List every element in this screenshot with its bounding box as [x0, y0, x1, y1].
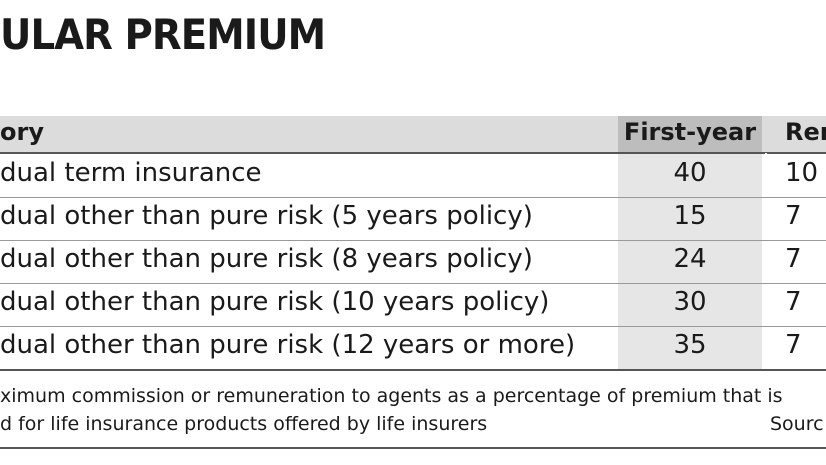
rule	[0, 447, 826, 449]
table-cell: 7	[785, 287, 802, 317]
column-highlight	[618, 153, 762, 370]
column-header: ory	[0, 118, 44, 146]
row-rule	[0, 326, 826, 327]
column-header: Ren	[785, 118, 826, 146]
footnote: d for life insurance products offered by…	[0, 413, 488, 435]
table-cell: 7	[785, 330, 802, 360]
footnote: ximum commission or remuneration to agen…	[0, 385, 783, 407]
header-highlight	[618, 116, 762, 152]
gutter	[765, 153, 767, 370]
rule	[0, 152, 826, 154]
row-rule	[0, 283, 826, 284]
rule	[0, 369, 826, 371]
row-rule	[0, 197, 826, 198]
table-cell: dual other than pure risk (8 years polic…	[0, 244, 533, 274]
table-cell: dual term insurance	[0, 158, 262, 188]
title: ULAR PREMIUM	[0, 10, 326, 59]
table-cell: dual other than pure risk (5 years polic…	[0, 201, 533, 231]
row-rule	[0, 240, 826, 241]
table-cell: dual other than pure risk (10 years poli…	[0, 287, 550, 317]
table-cell: dual other than pure risk (12 years or m…	[0, 330, 576, 360]
column-header: First-year	[623, 118, 757, 146]
source: Sourc	[770, 413, 824, 435]
table-cell: 10	[785, 158, 819, 188]
table-cell: 7	[785, 244, 802, 274]
table-cell: 40	[673, 158, 707, 188]
table-cell: 30	[673, 287, 707, 317]
table-cell: 7	[785, 201, 802, 231]
table-cell: 15	[673, 201, 707, 231]
table-cell: 24	[673, 244, 707, 274]
table-cell: 35	[673, 330, 707, 360]
